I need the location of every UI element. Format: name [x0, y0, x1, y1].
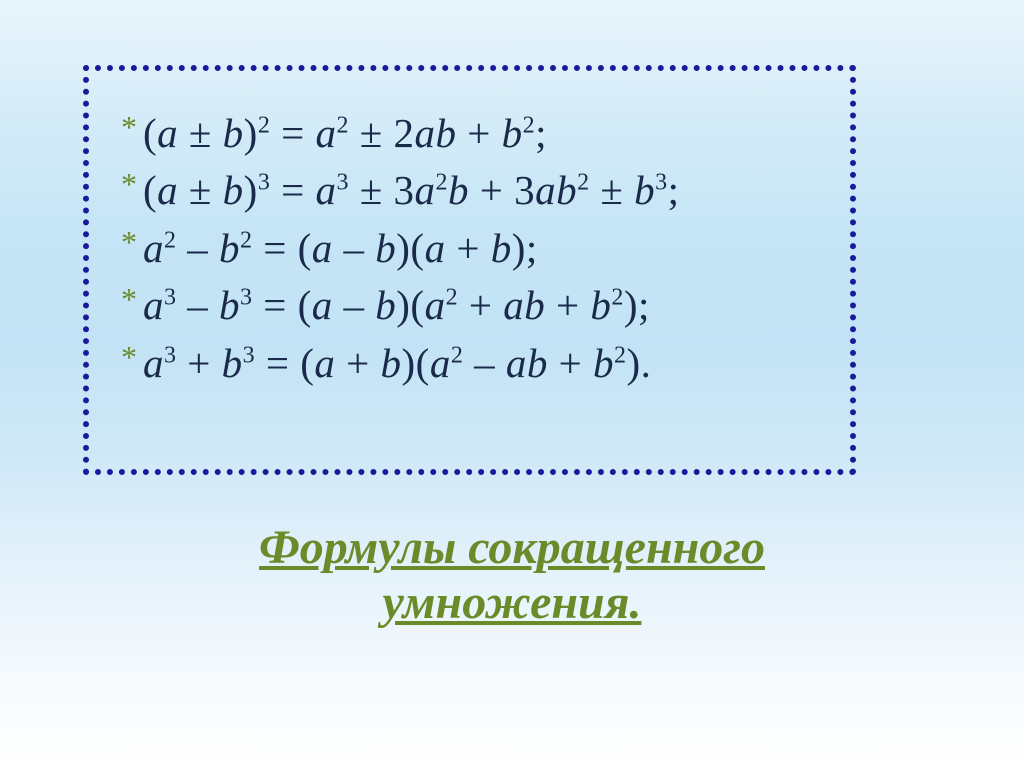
title-line-1: Формулы сокращенного [259, 521, 765, 574]
formula-text-1: (a ± b)2 = a2 ± 2ab + b2; [143, 109, 547, 157]
formula-line-5: * a3 + b3 = (a + b)(a2 – ab + b2). [121, 339, 822, 387]
bullet-icon: * [121, 341, 137, 373]
formula-text-3: a2 – b2 = (a – b)(a + b); [143, 224, 538, 272]
formula-line-4: * a3 – b3 = (a – b)(a2 + ab + b2); [121, 281, 822, 329]
bullet-icon: * [121, 226, 137, 258]
formula-text-2: (a ± b)3 = a3 ± 3a2b + 3ab2 ± b3; [143, 166, 680, 214]
bullet-icon: * [121, 168, 137, 200]
formula-text-4: a3 – b3 = (a – b)(a2 + ab + b2); [143, 281, 650, 329]
formula-line-3: * a2 – b2 = (a – b)(a + b); [121, 224, 822, 272]
bullet-icon: * [121, 283, 137, 315]
title-line-2: умножения. [383, 576, 642, 629]
formula-line-2: * (a ± b)3 = a3 ± 3a2b + 3ab2 ± b3; [121, 166, 822, 214]
formula-text-5: a3 + b3 = (a + b)(a2 – ab + b2). [143, 339, 651, 387]
bullet-icon: * [121, 111, 137, 143]
slide-title: Формулы сокращенного умножения. [0, 520, 1024, 630]
formula-line-1: * (a ± b)2 = a2 ± 2ab + b2; [121, 109, 822, 157]
formula-box: * (a ± b)2 = a2 ± 2ab + b2; * (a ± b)3 =… [83, 65, 856, 475]
